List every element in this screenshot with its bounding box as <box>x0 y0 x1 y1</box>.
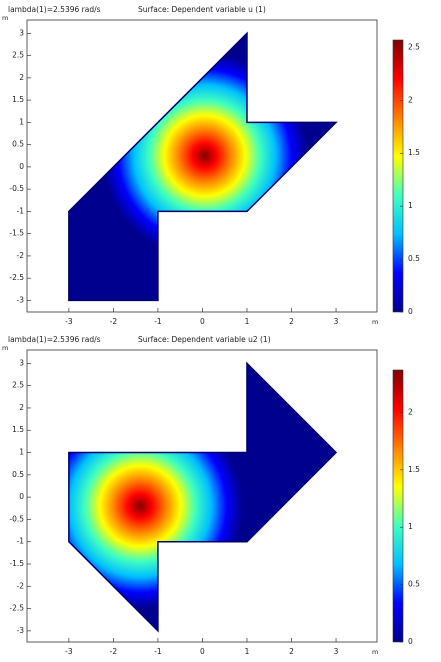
colorbar-tick-label: 2 <box>408 95 413 104</box>
field <box>68 361 338 633</box>
colorbar-tick-label: 1.5 <box>408 465 420 474</box>
y-tick-label: 3 <box>19 358 24 367</box>
y-tick-label: -1 <box>17 206 25 215</box>
y-tick-label: 2 <box>19 73 24 82</box>
colorbar-tick-label: 2 <box>408 407 413 416</box>
title: Surface: Dependent variable u2 (1) <box>138 335 271 344</box>
y-tick-label: 0 <box>19 492 24 501</box>
x-tick-label: 0 <box>200 647 205 656</box>
y-tick-label: 1 <box>19 448 24 457</box>
y-tick-label: -2 <box>17 581 25 590</box>
y-tick-label: 2.5 <box>12 51 24 60</box>
x-tick-label: -3 <box>65 647 73 656</box>
x-tick-label: 1 <box>245 317 250 326</box>
x-tick-label: 1 <box>245 647 250 656</box>
y-tick-label: -0.5 <box>9 184 24 193</box>
x-tick-label: -1 <box>154 317 162 326</box>
y-tick-label: -1 <box>17 537 25 546</box>
subtitle: lambda(1)=2.5396 rad/s <box>8 5 101 14</box>
x-tick-label: -2 <box>110 647 118 656</box>
y-unit: m <box>2 14 8 22</box>
x-tick-label: -3 <box>65 317 73 326</box>
y-tick-label: 2 <box>19 403 24 412</box>
x-tick-label: 2 <box>289 317 294 326</box>
y-tick-label: 1.5 <box>12 425 24 434</box>
x-unit: m <box>372 648 378 656</box>
x-tick-label: -1 <box>154 647 162 656</box>
plot-frame <box>26 19 378 313</box>
plot-frame <box>26 349 378 643</box>
y-tick-label: -0.5 <box>9 514 24 523</box>
colorbar-tick-label: 0 <box>408 637 413 646</box>
title: Surface: Dependent variable u (1) <box>138 5 266 14</box>
colorbar-tick-label: 0 <box>408 307 413 316</box>
x-tick-label: 3 <box>334 317 339 326</box>
y-unit: m <box>2 344 8 352</box>
y-tick-label: 0.5 <box>12 140 24 149</box>
colorbar <box>392 39 404 313</box>
x-tick-label: 0 <box>200 317 205 326</box>
y-tick-label: -2 <box>17 251 25 260</box>
x-tick-label: -2 <box>110 317 118 326</box>
subtitle: lambda(1)=2.5396 rad/s <box>8 335 101 344</box>
y-tick-label: 3 <box>19 28 24 37</box>
colorbar-tick-label: 1.5 <box>408 148 420 157</box>
y-tick-label: -1.5 <box>9 559 24 568</box>
y-tick-label: 1.5 <box>12 95 24 104</box>
x-unit: m <box>372 318 378 326</box>
colorbar-tick-label: 1 <box>408 201 413 210</box>
y-tick-label: -2.5 <box>9 604 24 613</box>
y-tick-label: -1.5 <box>9 229 24 238</box>
x-tick-label: 2 <box>289 647 294 656</box>
y-tick-label: -3 <box>17 626 25 635</box>
colorbar-tick-label: 0.5 <box>408 254 420 263</box>
y-tick-label: 2.5 <box>12 381 24 390</box>
field <box>68 31 338 302</box>
y-tick-label: -2.5 <box>9 273 24 282</box>
y-tick-label: -3 <box>17 295 25 304</box>
colorbar-tick-label: 0.5 <box>408 580 420 589</box>
y-tick-label: 1 <box>19 117 24 126</box>
colorbar <box>392 369 404 643</box>
x-tick-label: 3 <box>334 647 339 656</box>
y-tick-label: 0.5 <box>12 470 24 479</box>
colorbar-tick-label: 1 <box>408 522 413 531</box>
colorbar-tick-label: 2.5 <box>408 42 420 51</box>
y-tick-label: 0 <box>19 162 24 171</box>
